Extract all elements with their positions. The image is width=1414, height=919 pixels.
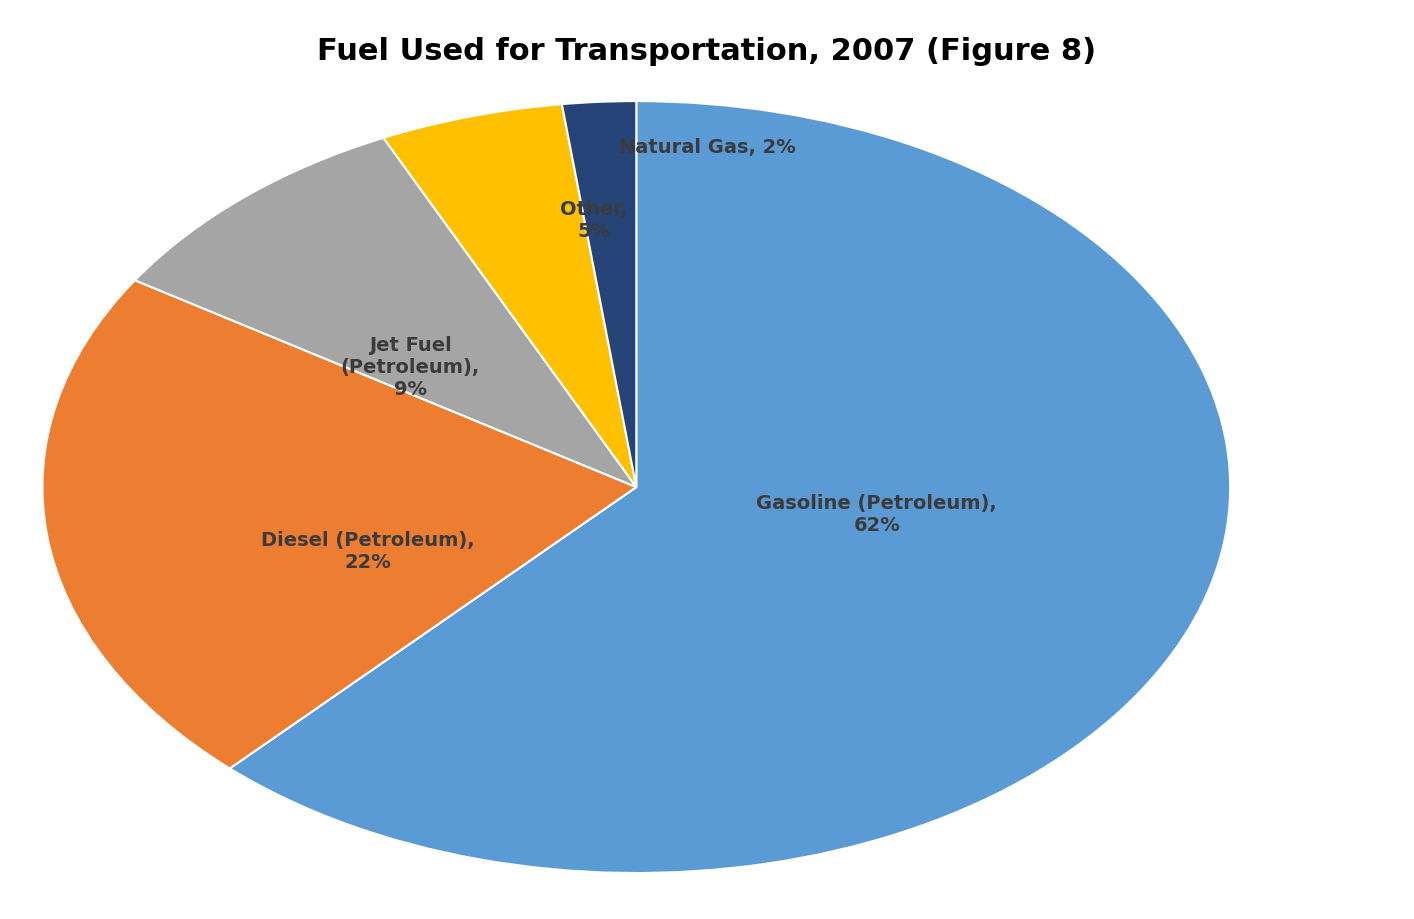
Wedge shape xyxy=(134,138,636,487)
Text: Diesel (Petroleum),
22%: Diesel (Petroleum), 22% xyxy=(260,531,475,572)
Wedge shape xyxy=(42,280,636,768)
Wedge shape xyxy=(383,104,636,487)
Text: Natural Gas, 2%: Natural Gas, 2% xyxy=(619,138,795,156)
Text: Other,
5%: Other, 5% xyxy=(560,200,628,241)
Text: Jet Fuel
(Petroleum),
9%: Jet Fuel (Petroleum), 9% xyxy=(341,336,479,399)
Wedge shape xyxy=(561,101,636,487)
Wedge shape xyxy=(229,101,1230,873)
Text: Fuel Used for Transportation, 2007 (Figure 8): Fuel Used for Transportation, 2007 (Figu… xyxy=(317,37,1097,66)
Text: Gasoline (Petroleum),
62%: Gasoline (Petroleum), 62% xyxy=(756,494,997,535)
